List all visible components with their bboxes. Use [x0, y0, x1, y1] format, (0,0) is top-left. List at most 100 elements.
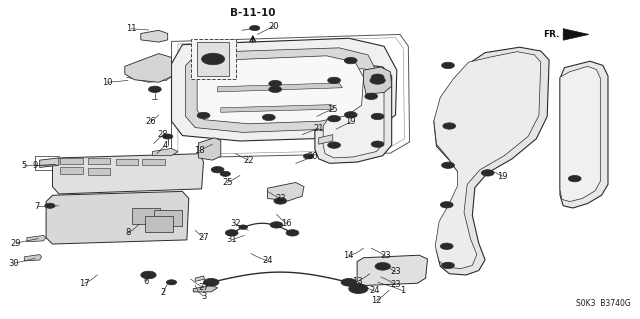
Circle shape [344, 57, 357, 64]
Text: 23: 23 [390, 280, 401, 289]
Circle shape [220, 171, 230, 176]
Circle shape [442, 62, 454, 69]
Circle shape [485, 172, 490, 174]
Bar [115, 159, 138, 165]
Polygon shape [197, 42, 229, 76]
Text: 25: 25 [222, 178, 232, 187]
Circle shape [204, 278, 219, 286]
Text: 11: 11 [126, 24, 136, 33]
Text: 22: 22 [243, 156, 253, 165]
Text: 15: 15 [328, 105, 338, 114]
Text: 20: 20 [269, 22, 279, 31]
Text: 7: 7 [35, 202, 40, 211]
Bar [61, 167, 83, 174]
Text: 8: 8 [125, 228, 131, 237]
Text: 32: 32 [230, 219, 241, 228]
Circle shape [270, 222, 283, 228]
Circle shape [152, 88, 157, 91]
Circle shape [443, 123, 456, 129]
Text: 18: 18 [195, 146, 205, 155]
Polygon shape [315, 64, 392, 163]
Text: 27: 27 [198, 233, 209, 242]
Polygon shape [125, 54, 172, 82]
Circle shape [145, 273, 152, 277]
Polygon shape [221, 105, 334, 112]
Circle shape [374, 79, 381, 82]
Polygon shape [560, 61, 608, 208]
Circle shape [442, 162, 454, 168]
Text: 14: 14 [344, 251, 354, 260]
Text: 19: 19 [497, 172, 508, 181]
Polygon shape [357, 255, 428, 286]
Circle shape [481, 170, 494, 176]
Circle shape [202, 53, 225, 65]
Circle shape [328, 142, 340, 148]
Circle shape [371, 141, 384, 147]
Polygon shape [141, 30, 168, 42]
Bar [142, 159, 164, 165]
Text: 26: 26 [145, 117, 156, 126]
Circle shape [365, 93, 378, 100]
Circle shape [370, 77, 385, 84]
Text: 21: 21 [314, 124, 324, 133]
Text: 9: 9 [33, 161, 38, 170]
Polygon shape [434, 47, 549, 275]
Polygon shape [152, 148, 178, 156]
Text: 17: 17 [79, 279, 90, 288]
Circle shape [239, 225, 248, 229]
Polygon shape [172, 38, 397, 141]
Circle shape [375, 263, 390, 270]
Circle shape [269, 80, 282, 87]
Text: 23: 23 [380, 251, 390, 260]
Polygon shape [193, 286, 218, 292]
Circle shape [278, 200, 283, 202]
Text: 23: 23 [390, 267, 401, 276]
Circle shape [45, 203, 55, 208]
Text: 19: 19 [346, 117, 356, 126]
Bar [132, 208, 160, 224]
Polygon shape [24, 255, 42, 261]
Polygon shape [27, 235, 46, 242]
Bar [88, 168, 111, 175]
Polygon shape [52, 154, 204, 194]
Text: 16: 16 [282, 219, 292, 228]
Text: 12: 12 [371, 296, 381, 305]
Text: 5: 5 [22, 161, 27, 170]
Polygon shape [560, 66, 600, 202]
Text: 1: 1 [401, 286, 406, 295]
Circle shape [166, 280, 177, 285]
Circle shape [148, 86, 161, 93]
Polygon shape [323, 69, 384, 158]
Circle shape [442, 262, 454, 269]
Text: 23: 23 [275, 194, 285, 203]
Circle shape [303, 154, 314, 159]
Text: 27: 27 [198, 283, 209, 292]
Circle shape [328, 77, 340, 84]
Circle shape [341, 278, 356, 286]
Polygon shape [218, 83, 342, 92]
Polygon shape [191, 39, 236, 79]
Text: FR.: FR. [543, 30, 560, 39]
Circle shape [208, 56, 218, 62]
Text: 4: 4 [163, 141, 168, 150]
Circle shape [371, 113, 384, 120]
Text: B-11-10: B-11-10 [230, 8, 276, 18]
Text: 6: 6 [143, 277, 148, 286]
Text: 20: 20 [307, 152, 317, 161]
Circle shape [344, 112, 357, 118]
Polygon shape [319, 135, 333, 144]
Text: 13: 13 [352, 277, 362, 286]
Polygon shape [197, 56, 364, 124]
Polygon shape [198, 138, 221, 160]
Circle shape [225, 230, 238, 236]
Circle shape [371, 74, 384, 80]
Circle shape [349, 284, 368, 293]
Text: 3: 3 [201, 292, 206, 300]
Circle shape [328, 115, 340, 122]
Text: 10: 10 [102, 78, 113, 87]
Text: 31: 31 [227, 235, 237, 244]
Circle shape [286, 230, 299, 236]
Circle shape [440, 202, 453, 208]
Text: 29: 29 [11, 239, 21, 248]
Polygon shape [434, 52, 541, 269]
